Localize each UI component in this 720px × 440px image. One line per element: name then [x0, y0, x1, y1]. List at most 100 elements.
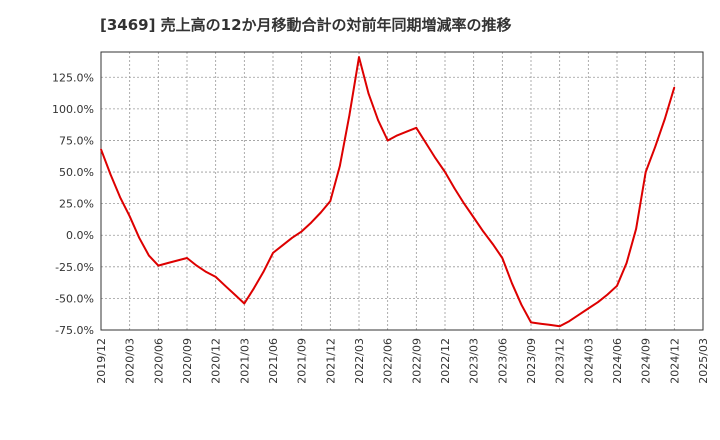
x-tick-label: 2020/03 [124, 338, 137, 384]
y-tick-label: 75.0% [59, 134, 94, 147]
data-point [425, 142, 427, 144]
data-point [138, 236, 141, 239]
series [100, 56, 676, 328]
data-point [530, 321, 532, 324]
data-point [549, 324, 551, 326]
axes [100, 51, 704, 331]
data-point [377, 119, 379, 122]
x-tick-label: 2023/03 [468, 338, 481, 384]
data-point [606, 293, 609, 296]
data-point [329, 200, 332, 202]
data-point [243, 302, 246, 305]
data-point [654, 145, 657, 148]
data-point [147, 254, 150, 257]
x-tick-label: 2020/09 [181, 338, 194, 384]
y-tick-label: -75.0% [55, 324, 94, 337]
data-point [358, 56, 360, 58]
data-point [367, 92, 370, 95]
data-point [405, 130, 408, 133]
data-point [597, 301, 599, 304]
data-point [482, 230, 485, 233]
x-tick-label: 2021/09 [296, 338, 309, 384]
data-point [157, 264, 160, 267]
x-tick-label: 2019/12 [95, 338, 108, 384]
x-tick-label: 2022/03 [353, 338, 366, 384]
data-point [224, 284, 227, 287]
x-tick-label: 2021/12 [324, 338, 337, 384]
y-axis-ticks: -75.0% -50.0% -25.0% 0.0% 25.0% 50.0% 75.0% 100… [52, 71, 94, 337]
data-point [491, 243, 494, 245]
x-tick-label: 2024/06 [611, 338, 624, 384]
data-point [339, 164, 341, 167]
x-axis-ticks: 2019/12 2020/03 2020/06 2020/09 2020/12 2021/… [95, 338, 710, 384]
x-tick-label: 2020/12 [210, 338, 223, 384]
data-point [644, 171, 647, 173]
x-tick-label: 2022/12 [439, 338, 452, 384]
data-point [319, 211, 322, 214]
data-point [386, 139, 389, 142]
data-point [463, 202, 465, 205]
x-tick-label: 2023/12 [554, 338, 567, 384]
data-point [291, 236, 293, 239]
data-point [444, 171, 446, 173]
data-point [272, 252, 274, 254]
data-point [673, 86, 676, 89]
data-point [214, 276, 217, 278]
data-point [119, 196, 121, 199]
data-point [100, 148, 102, 151]
x-tick-label: 2024/03 [582, 338, 595, 384]
data-point [253, 287, 255, 290]
data-point [348, 114, 351, 116]
x-tick-label: 2022/09 [410, 338, 423, 384]
x-tick-label: 2025/03 [697, 338, 710, 384]
data-point [453, 187, 456, 190]
data-point [396, 134, 399, 137]
data-point [568, 320, 571, 322]
x-tick-label: 2022/06 [382, 338, 395, 384]
data-point [511, 282, 513, 285]
x-tick-label: 2024/09 [640, 338, 653, 384]
y-tick-label: 25.0% [59, 198, 94, 211]
data-point [262, 271, 265, 273]
data-point [434, 157, 437, 159]
grid [100, 52, 704, 331]
x-tick-label: 2023/06 [496, 338, 509, 384]
x-tick-label: 2023/09 [525, 338, 538, 384]
data-point [520, 303, 523, 306]
data-point [663, 118, 666, 120]
data-point [167, 262, 169, 264]
data-point [186, 257, 188, 259]
data-point [233, 293, 236, 296]
x-tick-label: 2021/06 [267, 338, 280, 384]
data-point [558, 325, 561, 328]
data-point [300, 230, 303, 233]
data-point [501, 257, 504, 259]
y-tick-label: -50.0% [55, 292, 94, 305]
plot-frame [100, 51, 704, 331]
data-point [205, 271, 207, 273]
data-point [472, 216, 475, 219]
x-tick-label: 2020/06 [152, 338, 165, 384]
data-point [635, 228, 637, 230]
data-point [310, 221, 313, 224]
y-tick-label: 125.0% [52, 71, 94, 84]
data-point [128, 215, 131, 218]
data-point [587, 307, 590, 310]
data-point [109, 173, 112, 176]
y-tick-label: -25.0% [55, 261, 94, 274]
y-tick-label: 0.0% [66, 229, 94, 242]
x-tick-label: 2024/12 [668, 338, 681, 384]
data-point [195, 264, 198, 267]
y-tick-label: 100.0% [52, 103, 94, 116]
data-point [176, 259, 179, 262]
x-tick-label: 2021/03 [238, 338, 251, 384]
data-point [616, 284, 618, 287]
chart-title: [3469] 売上高の12か月移動合計の対前年同期増減率の推移 [100, 16, 512, 34]
data-point [577, 314, 580, 316]
data-point [625, 262, 628, 264]
y-tick-label: 50.0% [59, 166, 94, 179]
data-point [415, 127, 418, 129]
data-point [539, 322, 542, 325]
data-point [281, 244, 284, 247]
